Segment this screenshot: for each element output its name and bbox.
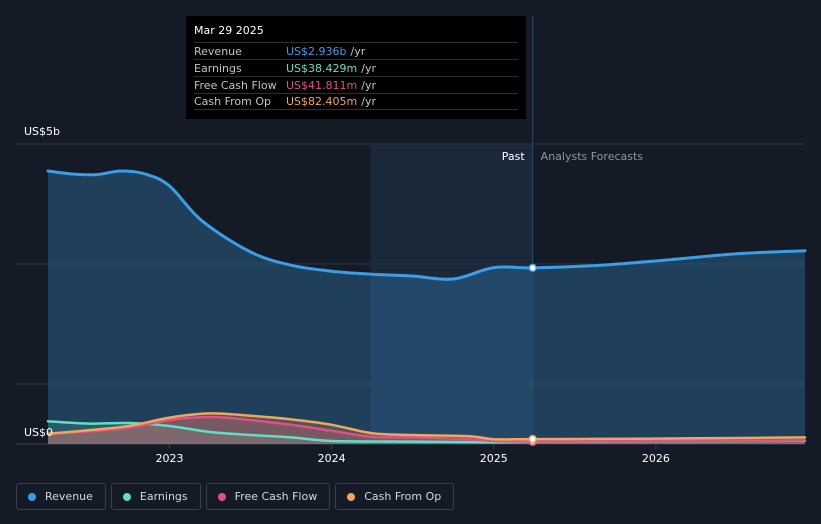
legend-item-earnings[interactable]: Earnings	[110, 483, 201, 510]
hover-markers	[528, 263, 537, 446]
tooltip-row-value: US$38.429m	[286, 61, 358, 75]
tooltip-row-label: Revenue	[194, 44, 242, 58]
recent-period-shade	[370, 144, 533, 444]
legend-label: Cash From Op	[364, 490, 442, 503]
past-label: Past	[502, 150, 526, 163]
x-tick-label: 2024	[318, 452, 346, 465]
tooltip-row-cash-from-op: Cash From Op US$82.405m/yr	[194, 93, 518, 110]
x-tick-label: 2025	[480, 452, 508, 465]
tooltip-row-value: US$2.936b	[286, 44, 347, 58]
x-tick-label: 2023	[156, 452, 184, 465]
tooltip-row-unit: /yr	[350, 44, 366, 58]
tooltip-date: Mar 29 2025	[194, 24, 264, 37]
x-tick-label: 2026	[642, 452, 670, 465]
tooltip-row-value: US$82.405m	[286, 95, 358, 108]
series-line-cash-from-op	[46, 412, 807, 441]
legend-label: Free Cash Flow	[234, 490, 318, 503]
x-axis-ticks: 2023 2024 2025 2026	[156, 444, 670, 465]
tooltip-row-label: Cash From Op	[194, 95, 272, 108]
legend-dot-icon	[122, 492, 131, 501]
tooltip-rows: Revenue US$2.936b/yr Earnings US$38.429m/yr…	[194, 42, 518, 110]
tooltip-row-value: US$41.811m	[286, 78, 358, 92]
legend-label: Earnings	[139, 490, 188, 503]
legend-item-cash-from-op[interactable]: Cash From Op	[335, 483, 455, 510]
tooltip-row-revenue: Revenue US$2.936b/yr	[194, 42, 518, 59]
y-axis-min-label: US$0	[24, 426, 53, 439]
tooltip-row-unit: /yr	[361, 61, 376, 75]
y-axis-max-label: US$5b	[24, 125, 60, 138]
series-lines	[46, 169, 807, 444]
legend: Revenue Earnings Free Cash Flow Cash From O…	[16, 483, 455, 510]
tooltip-row-earnings: Earnings US$38.429m/yr	[194, 59, 518, 76]
tooltip-row-unit: /yr	[361, 78, 376, 92]
series-area-revenue	[48, 170, 805, 444]
tooltip-row-label: Earnings	[194, 61, 242, 75]
series-line-revenue	[46, 169, 807, 281]
marker-revenue	[528, 263, 537, 273]
legend-label: Revenue	[45, 490, 93, 503]
series-areas	[48, 170, 805, 444]
legend-dot-icon	[28, 492, 36, 501]
legend-item-revenue[interactable]: Revenue	[16, 483, 106, 510]
forecast-label: Analysts Forecasts	[541, 150, 644, 163]
marker-cash-from-op	[528, 434, 537, 444]
tooltip-row-free-cash-flow: Free Cash Flow US$41.811m/yr	[194, 76, 518, 93]
series-line-free-cash-flow	[46, 415, 807, 443]
legend-dot-icon	[347, 492, 356, 501]
series-area-cash-from-op	[48, 413, 805, 444]
series-area-free-cash-flow	[48, 417, 805, 444]
tooltip-row-unit: /yr	[361, 95, 376, 108]
tooltip: Mar 29 2025 Revenue US$2.936b/yr Earnings U…	[186, 16, 526, 119]
tooltip-row-label: Free Cash Flow	[194, 78, 277, 92]
series-area-earnings	[48, 421, 805, 444]
legend-dot-icon	[217, 492, 226, 501]
legend-item-free-cash-flow[interactable]: Free Cash Flow	[205, 483, 331, 510]
